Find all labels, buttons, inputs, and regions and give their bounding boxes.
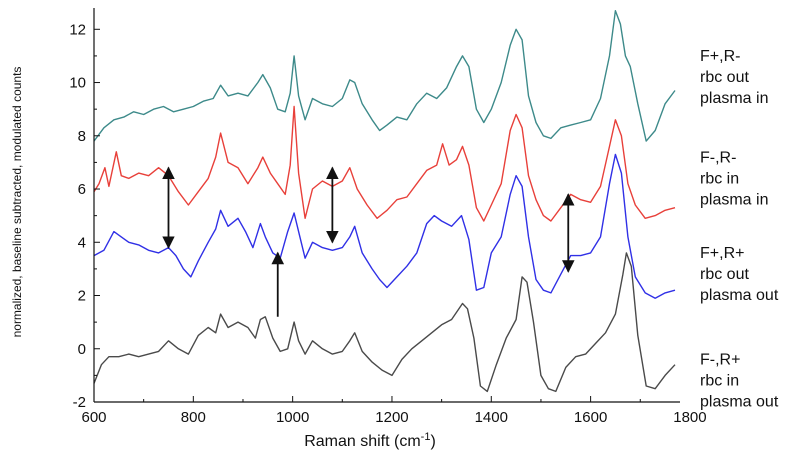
y-tick-label: 8 xyxy=(78,128,86,145)
legend-entry-4: F-,R+ rbc in plasma out xyxy=(700,352,779,411)
legend-label-line: plasma in xyxy=(700,191,768,208)
legend-entry-3: F+,R+ rbc out plasma out xyxy=(700,245,779,304)
y-tick-label: -2 xyxy=(73,394,86,411)
legend-label-line: plasma out xyxy=(700,287,779,304)
series-line-1 xyxy=(93,10,676,142)
legend-layer: F+,R-rbc out plasma in F-,R-rbc in plasma i… xyxy=(700,48,779,410)
x-axis-title: Raman shift (cm-1) xyxy=(304,431,436,450)
legend-label-line: F-,R+ xyxy=(700,352,740,369)
legend-entry-2: F-,R-rbc in plasma in xyxy=(700,149,768,208)
y-tick-label: 6 xyxy=(78,181,86,198)
legend-label-line: F-,R- xyxy=(700,149,736,166)
legend-label-line: F+,R- xyxy=(700,48,740,65)
axes-layer: 600 800 1000 1200 1400 1600 1800 -2 0 2 4 6 8 10 12 xyxy=(69,8,707,426)
x-tick-label: 1600 xyxy=(574,409,607,426)
y-tick-label: 12 xyxy=(69,21,86,38)
series-layer xyxy=(93,10,676,393)
y-tick-label: 0 xyxy=(78,341,86,358)
x-axis-title-close: ) xyxy=(430,433,435,450)
legend-label-line: plasma in xyxy=(700,90,768,107)
x-tick-label: 1000 xyxy=(276,409,309,426)
x-tick-label: 1800 xyxy=(673,409,706,426)
series-line-2 xyxy=(93,105,676,222)
legend-label-line: F+,R+ xyxy=(700,245,744,262)
y-axis-title: normalized, baseline subtracted, modulat… xyxy=(10,67,24,338)
x-tick-label: 1400 xyxy=(475,409,508,426)
y-tick-label: 2 xyxy=(78,288,86,305)
legend-label-line: rbc in xyxy=(700,170,739,187)
legend-label-line: rbc out xyxy=(700,266,749,283)
series-line-4 xyxy=(93,252,676,393)
x-tick-label: 600 xyxy=(81,409,106,426)
series-line-3 xyxy=(93,153,676,299)
legend-label-line: rbc out xyxy=(700,69,749,86)
legend-label-line: rbc in xyxy=(700,373,739,390)
annotation-layer xyxy=(162,166,575,317)
x-tick-label: 800 xyxy=(181,409,206,426)
legend-entry-1: F+,R-rbc out plasma in xyxy=(700,48,768,107)
y-tick-label: 4 xyxy=(78,234,86,251)
x-axis-title-exponent: -1 xyxy=(421,431,431,443)
legend-label-line: plasma out xyxy=(700,394,779,411)
y-tick-label: 10 xyxy=(69,75,86,92)
x-tick-label: 1200 xyxy=(375,409,408,426)
